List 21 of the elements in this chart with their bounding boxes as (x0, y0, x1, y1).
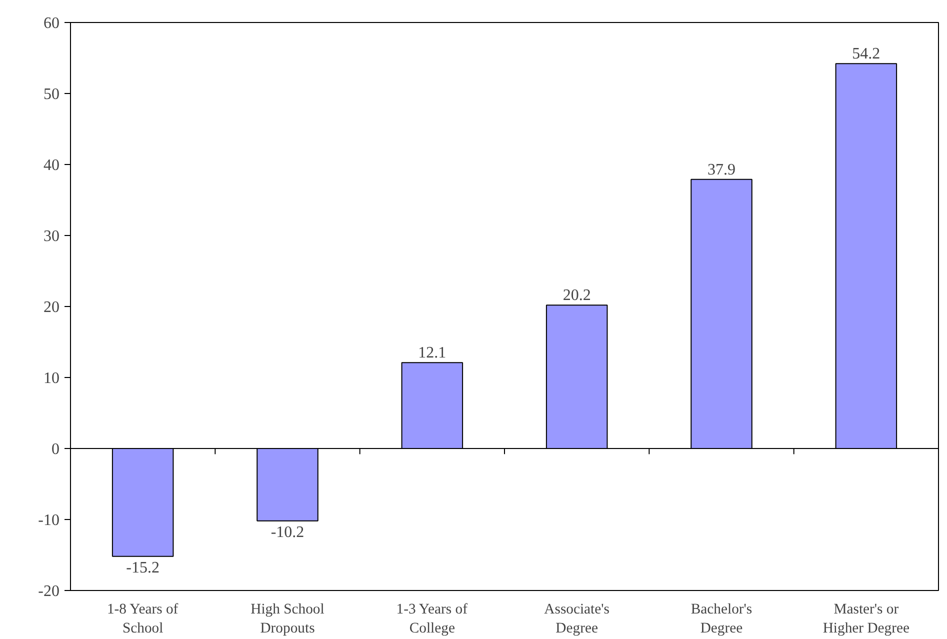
y-tick-label: -20 (38, 583, 60, 600)
x-tick-label: High School Dropouts (250, 602, 324, 637)
x-tick-label: Associate's Degree (544, 602, 610, 637)
y-tick-label: 20 (44, 299, 60, 316)
y-tick-label: -10 (38, 512, 60, 529)
y-tick-label: 0 (52, 441, 60, 458)
y-tick-label: 40 (44, 157, 60, 174)
data-label: 12.1 (418, 344, 446, 362)
x-tick-label: 1-8 Years of School (106, 602, 178, 637)
y-tick-label: 60 (44, 15, 60, 32)
data-label: -10.2 (270, 524, 304, 541)
data-label: 37.9 (708, 161, 736, 178)
data-label: 54.2 (852, 46, 880, 63)
data-label: 20.2 (562, 287, 591, 304)
y-tick-label: 50 (44, 86, 60, 103)
data-label: -15.2 (126, 559, 160, 576)
x-tick-label: Master's or Higher Degree (822, 602, 910, 637)
y-tick-label: 30 (44, 228, 60, 245)
x-tick-label: 1-3 Years of College (396, 602, 468, 637)
y-tick-label: 10 (44, 370, 60, 387)
x-tick-label: Bachelor's Degree (690, 602, 752, 637)
